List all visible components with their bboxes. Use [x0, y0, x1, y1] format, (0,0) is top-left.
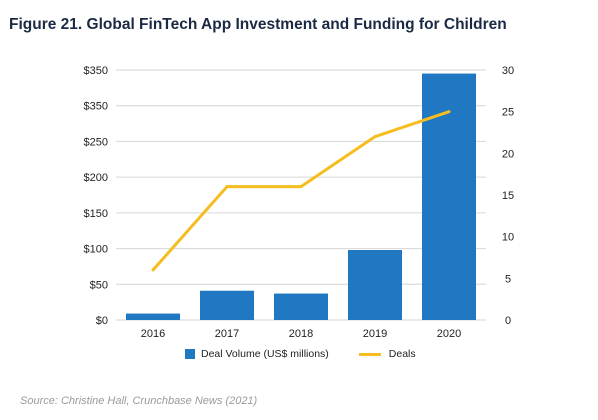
right-axis-tick-label: 0: [505, 315, 511, 327]
legend-line-swatch: [358, 352, 381, 356]
x-axis-tick-label: 2019: [363, 328, 387, 340]
deals-point-2017: [225, 185, 229, 189]
left-axis-tick-label: $350: [84, 65, 108, 77]
left-axis-tick-label: $100: [84, 244, 108, 256]
bar-2017: [200, 290, 254, 320]
left-axis-tick-label: $250: [84, 136, 108, 148]
deals-point-2019: [373, 135, 377, 139]
deals-point-2016: [151, 268, 155, 272]
legend-label-deal-volume: Deal Volume (US$ millions): [201, 348, 329, 360]
x-axis-tick-label: 2020: [437, 328, 461, 340]
x-axis-tick-label: 2017: [215, 328, 239, 340]
left-axis-tick-label: $200: [84, 172, 108, 184]
bar-2016: [126, 313, 180, 320]
x-axis-tick-label: 2018: [289, 328, 313, 340]
right-axis-tick-label: 20: [502, 148, 514, 160]
legend-bar-swatch: [185, 349, 195, 359]
legend: Deal Volume (US$ millions) Deals: [185, 348, 446, 360]
left-axis-tick-label: $150: [84, 208, 108, 220]
right-axis-tick-label: 30: [502, 65, 514, 77]
x-axis-tick-label: 2016: [141, 328, 165, 340]
right-axis-tick-label: 10: [502, 232, 514, 244]
deals-line: [151, 110, 450, 271]
bar-2018: [274, 293, 328, 320]
bar-2019: [348, 250, 402, 320]
legend-item-deals: Deals: [358, 348, 416, 360]
right-axis-tick-label: 5: [505, 273, 511, 285]
source-note: Source: Christine Hall, Crunchbase News …: [20, 395, 258, 407]
bar-2020: [422, 73, 476, 320]
chart-title: Figure 21. Global FinTech App Investment…: [9, 16, 507, 33]
left-axis-tick-label: $350: [84, 101, 108, 113]
right-axis-tick-label: 15: [502, 190, 514, 202]
left-axis-tick-label: $50: [90, 279, 108, 291]
right-axis-tick-label: 25: [502, 107, 514, 119]
legend-item-deal-volume: Deal Volume (US$ millions): [185, 348, 329, 360]
deals-point-2020: [447, 110, 451, 114]
deals-point-2018: [299, 185, 303, 189]
legend-label-deals: Deals: [388, 348, 416, 360]
left-axis-tick-label: $0: [96, 315, 108, 327]
